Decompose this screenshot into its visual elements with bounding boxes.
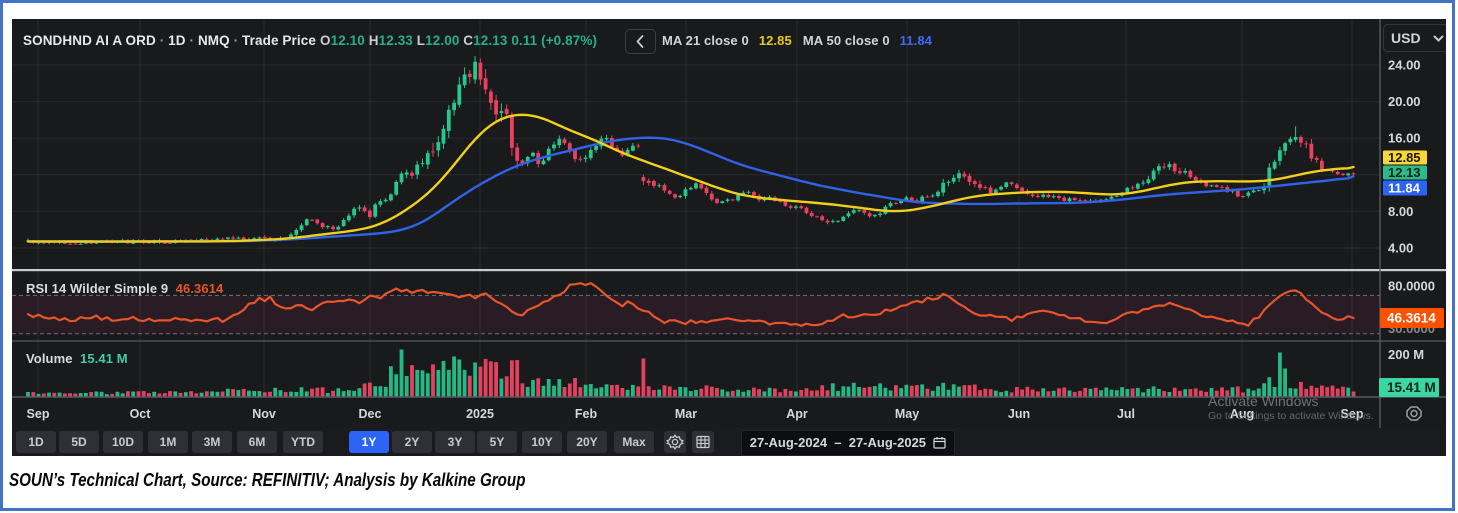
svg-text:Jul: Jul <box>1117 407 1135 421</box>
svg-text:8.00: 8.00 <box>1388 204 1413 219</box>
svg-text:Apr: Apr <box>786 407 808 421</box>
svg-text:Mar: Mar <box>675 407 697 421</box>
svg-text:Sep: Sep <box>1341 407 1364 421</box>
svg-text:20.00: 20.00 <box>1388 94 1421 109</box>
svg-text:Aug: Aug <box>1230 407 1254 421</box>
svg-text:12.85: 12.85 <box>1388 150 1421 165</box>
svg-text:24.00: 24.00 <box>1388 58 1421 73</box>
svg-text:2025: 2025 <box>466 407 494 421</box>
svg-text:15.41 M: 15.41 M <box>1387 380 1436 395</box>
svg-text:16.00: 16.00 <box>1388 131 1421 146</box>
svg-text:46.3614: 46.3614 <box>1387 311 1436 326</box>
svg-text:11.84: 11.84 <box>1388 181 1421 196</box>
svg-text:4.00: 4.00 <box>1388 241 1413 256</box>
svg-text:Jun: Jun <box>1008 407 1030 421</box>
svg-text:Nov: Nov <box>252 407 276 421</box>
svg-text:Dec: Dec <box>359 407 382 421</box>
svg-text:80.0000: 80.0000 <box>1388 278 1435 293</box>
svg-text:200 M: 200 M <box>1388 347 1424 362</box>
svg-text:Oct: Oct <box>130 407 152 421</box>
svg-text:May: May <box>895 407 919 421</box>
svg-text:12.13: 12.13 <box>1388 165 1421 180</box>
svg-text:Feb: Feb <box>575 407 598 421</box>
svg-text:Sep: Sep <box>27 407 50 421</box>
